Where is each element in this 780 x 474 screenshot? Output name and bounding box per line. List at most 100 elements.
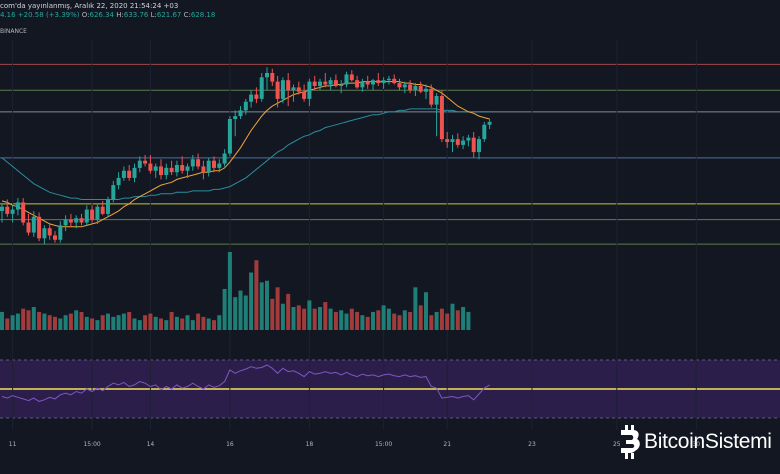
volume-bar [63,315,68,330]
price-change: 4.16 +20.58 (+3.39%) [0,11,80,19]
volume-bar [111,316,116,330]
candle-body [360,81,365,88]
volume-bar [127,311,132,330]
high-label: H: [116,11,124,19]
volume-bar [159,318,163,330]
x-tick-label: 14 [147,441,155,448]
low-value: 621.67 [156,11,182,19]
candle-body [402,84,407,88]
volume-bar [360,315,365,330]
candle-body [424,88,428,92]
volume-bar [392,313,397,330]
volume-bar [106,313,110,330]
volume-bar [439,308,444,330]
volume-bar [413,287,418,330]
candle-body [26,222,31,233]
x-tick-label: 18 [306,441,314,448]
volume-bar [402,310,407,330]
volume-bar [26,310,31,330]
candle-body [477,139,481,153]
candle-body [121,170,126,178]
volume-bar [68,313,73,330]
candle-body [185,166,190,171]
volume-bar [143,315,148,330]
candle-body [429,88,434,105]
candle-body [174,165,179,173]
volume-bar [196,313,201,330]
volume-bar [148,313,153,330]
ohlc-summary: 4.16 +20.58 (+3.39%) O:626.34 H:633.76 L… [0,11,215,19]
volume-bar [79,311,84,330]
volume-bar [10,315,15,330]
close-label: C: [183,11,191,19]
volume-bar [174,316,179,330]
candle-body [106,199,110,214]
candle-body [392,78,397,84]
volume-bar [312,308,317,330]
volume-bar [249,272,254,330]
candle-body [68,219,73,223]
candle-body [265,73,269,78]
candle-body [275,81,280,99]
volume-bar [180,318,185,330]
candle-body [31,216,36,233]
volume-bar [238,290,243,330]
candle-body [15,202,20,210]
candle-body [445,139,450,142]
candle-body [90,209,95,220]
candle-body [100,206,105,214]
candle-body [63,219,68,226]
candle-body [328,80,333,85]
volume-bar [418,305,423,330]
candle-body [116,177,121,186]
candle-body [386,78,391,81]
volume-bar [302,308,307,330]
ma-slow-line [1,108,490,200]
candle-body [302,91,307,99]
candle-body [212,160,216,168]
candle-body [148,163,153,171]
candle-body [169,167,174,173]
volume-bar [386,308,391,330]
volume-bar [333,311,338,330]
low-label: L: [150,11,157,19]
candle-body [53,235,57,240]
candle-body [312,81,317,86]
volume-bar [323,302,328,330]
candle-body [206,160,211,173]
candle-body [280,80,285,99]
volume-bar [95,320,100,330]
volume-bar [47,315,52,330]
candle-body [159,166,163,176]
volume-bar [408,311,413,330]
volume-bar [185,315,190,330]
volume-bar [397,315,402,330]
volume-bar [15,313,20,330]
candle-body [466,137,471,141]
volume-bar [217,315,222,330]
high-value: 633.76 [123,11,149,19]
volume-bar [190,320,195,330]
x-tick-label: 11 [9,441,17,448]
candle-body [381,80,386,84]
candle-body [249,94,254,102]
candle-body [222,153,227,164]
candle-body [132,167,137,178]
candle-body [243,101,248,111]
volume-bar [275,287,280,330]
candle-body [137,160,142,168]
volume-bar [466,311,471,330]
candle-body [21,202,26,223]
candle-body [397,83,402,88]
volume-bar [233,297,238,330]
volume-bar [58,318,63,330]
candle-body [190,159,195,167]
candle-body [238,110,243,117]
volume-bar [42,313,47,330]
volume-bar [355,311,360,330]
exchange-label: BINANCE [0,28,27,35]
brand-name: BitcoinSistemi [644,430,772,453]
candle-body [10,209,15,214]
